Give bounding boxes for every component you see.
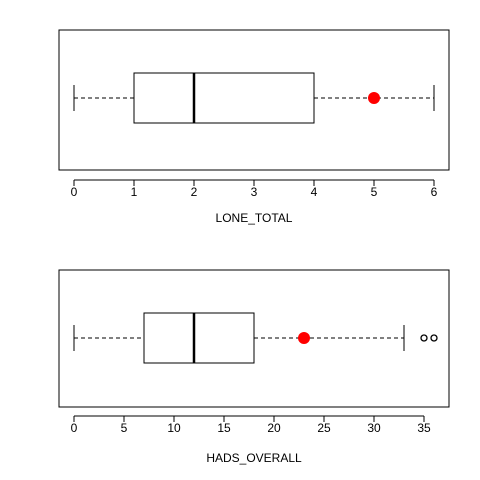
panel-lone-total: 0 1 2 3 4 5 6 LONE_TOTAL [58, 29, 450, 225]
x-tick-label: 5 [121, 421, 128, 435]
highlight-point [368, 92, 380, 104]
outlier-point [420, 334, 428, 342]
panel-hads-overall: 0 5 10 15 20 25 30 35 HADS_OVERALL [58, 269, 450, 465]
x-tick-label: 25 [317, 421, 331, 435]
outlier-point [430, 334, 438, 342]
x-tick-label: 30 [367, 421, 381, 435]
x-tick-label: 5 [371, 185, 378, 199]
x-axis-label: LONE_TOTAL [216, 211, 293, 225]
plot-frame [58, 269, 450, 408]
x-tick-label: 20 [267, 421, 281, 435]
x-tick-label: 2 [191, 185, 198, 199]
x-tick-label: 15 [217, 421, 231, 435]
iqr-box [143, 312, 255, 364]
highlight-point [298, 332, 310, 344]
x-tick-label: 10 [167, 421, 181, 435]
x-axis-label: HADS_OVERALL [206, 451, 302, 465]
x-tick-label: 1 [131, 185, 138, 199]
x-tick-label: 0 [71, 421, 78, 435]
x-tick-label: 0 [71, 185, 78, 199]
x-tick-label: 4 [311, 185, 318, 199]
x-tick-label: 3 [251, 185, 258, 199]
iqr-box [133, 72, 315, 124]
plot-frame [58, 29, 450, 171]
x-tick-label: 35 [417, 421, 431, 435]
x-tick-label: 6 [431, 185, 438, 199]
